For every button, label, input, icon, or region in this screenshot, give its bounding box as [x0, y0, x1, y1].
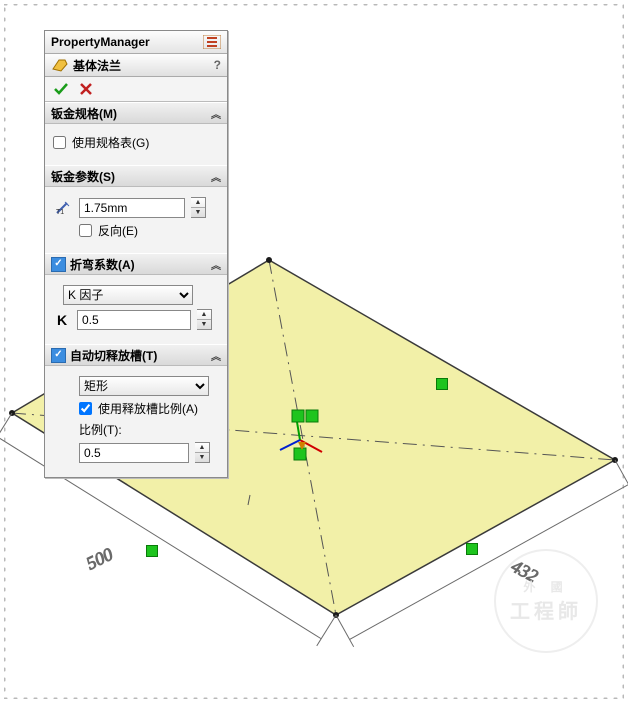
pm-title-text: PropertyManager — [51, 35, 203, 49]
thickness-input[interactable] — [79, 198, 185, 218]
section-gauge-header[interactable]: 钣金规格(M) ︽ — [45, 102, 227, 124]
relief-type-select[interactable]: 矩形 — [79, 376, 209, 396]
pm-titlebar: PropertyManager — [45, 31, 227, 54]
cancel-icon[interactable] — [79, 82, 93, 96]
use-ratio-label: 使用释放槽比例(A) — [98, 400, 198, 417]
thickness-spinner[interactable]: ▲▼ — [191, 197, 206, 218]
bend-enable-checkbox[interactable]: ✓ — [51, 257, 66, 272]
ratio-spinner[interactable]: ▲▼ — [195, 442, 210, 463]
feature-name: 基体法兰 — [73, 57, 214, 74]
k-factor-input[interactable] — [77, 310, 191, 330]
pushpin-icon[interactable] — [203, 35, 221, 49]
relief-enable-checkbox[interactable]: ✓ — [51, 348, 66, 363]
k-label: K — [53, 312, 71, 328]
reverse-label: 反向(E) — [98, 222, 138, 239]
property-manager-panel: PropertyManager 基体法兰 ? 钣金规格(M) ︽ 使用规格表(G… — [44, 30, 228, 478]
watermark: 外 國 工程師 — [494, 549, 598, 653]
sketch-relation-handle[interactable] — [436, 378, 448, 390]
chevron-up-icon: ︽ — [211, 257, 221, 272]
base-flange-icon — [51, 57, 69, 73]
section-relief-header[interactable]: ✓ 自动切释放槽(T) ︽ — [45, 344, 227, 366]
thickness-icon: T1 — [53, 199, 73, 217]
chevron-up-icon: ︽ — [211, 106, 221, 121]
svg-text:500: 500 — [83, 544, 116, 574]
use-gauge-table-label: 使用规格表(G) — [72, 134, 149, 151]
ratio-input[interactable] — [79, 443, 189, 463]
use-gauge-table-checkbox[interactable] — [53, 136, 66, 149]
sketch-relation-handle[interactable] — [466, 543, 478, 555]
ratio-label: 比例(T): — [79, 421, 122, 438]
section-bend-header[interactable]: ✓ 折弯系数(A) ︽ — [45, 253, 227, 275]
k-factor-spinner[interactable]: ▲▼ — [197, 309, 212, 330]
sketch-relation-handle[interactable] — [146, 545, 158, 557]
pm-feature-header: 基体法兰 ? — [45, 54, 227, 77]
ok-icon[interactable] — [53, 81, 69, 97]
section-params-header[interactable]: 钣金参数(S) ︽ — [45, 165, 227, 187]
reverse-checkbox[interactable] — [79, 224, 92, 237]
bend-method-select[interactable]: K 因子 — [63, 285, 193, 305]
use-ratio-checkbox[interactable] — [79, 402, 92, 415]
chevron-up-icon: ︽ — [211, 169, 221, 184]
help-icon[interactable]: ? — [214, 58, 221, 72]
svg-text:T1: T1 — [56, 209, 64, 216]
chevron-up-icon: ︽ — [211, 348, 221, 363]
